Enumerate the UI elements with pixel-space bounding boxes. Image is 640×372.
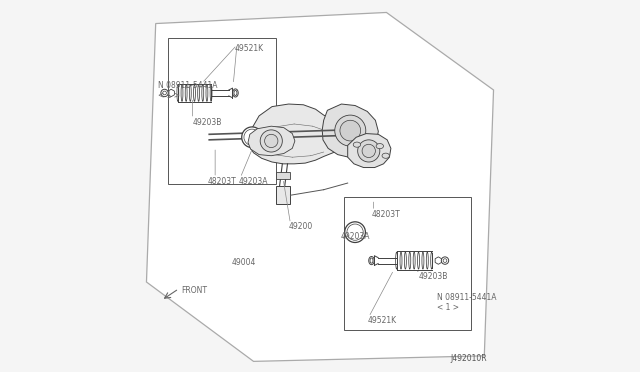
Text: 49203B: 49203B <box>419 272 449 280</box>
Text: 49521K: 49521K <box>235 44 264 53</box>
Polygon shape <box>276 172 290 179</box>
Circle shape <box>335 115 366 146</box>
Polygon shape <box>249 104 345 164</box>
Text: 49203B: 49203B <box>193 118 222 127</box>
Text: N 08911-5441A
< 1 >: N 08911-5441A < 1 > <box>158 81 218 100</box>
Text: 49200: 49200 <box>289 222 313 231</box>
Circle shape <box>443 259 447 262</box>
Text: 48203T: 48203T <box>372 210 401 219</box>
Ellipse shape <box>353 142 360 147</box>
Circle shape <box>260 130 282 152</box>
Circle shape <box>362 144 376 158</box>
Text: J492010R: J492010R <box>451 354 487 363</box>
Polygon shape <box>435 257 442 264</box>
Polygon shape <box>276 186 290 204</box>
Text: 49004: 49004 <box>232 258 256 267</box>
Text: N 08911-5441A
< 1 >: N 08911-5441A < 1 > <box>437 293 497 312</box>
Text: 49203A: 49203A <box>340 232 370 241</box>
Text: FRONT: FRONT <box>182 286 207 295</box>
Circle shape <box>244 129 260 145</box>
Ellipse shape <box>376 144 383 149</box>
Polygon shape <box>348 134 391 167</box>
Circle shape <box>345 222 365 243</box>
Circle shape <box>161 89 168 97</box>
Polygon shape <box>147 13 493 361</box>
Circle shape <box>358 140 380 162</box>
Polygon shape <box>168 89 175 97</box>
Circle shape <box>442 257 449 264</box>
Polygon shape <box>322 104 378 157</box>
Circle shape <box>340 120 360 141</box>
Text: 49203A: 49203A <box>239 177 268 186</box>
Ellipse shape <box>382 153 389 158</box>
Text: 48203T: 48203T <box>207 177 236 186</box>
Circle shape <box>347 224 363 240</box>
Circle shape <box>242 127 262 148</box>
Polygon shape <box>248 126 295 156</box>
Circle shape <box>264 134 278 148</box>
Circle shape <box>163 91 166 95</box>
Text: 49521K: 49521K <box>368 316 397 325</box>
